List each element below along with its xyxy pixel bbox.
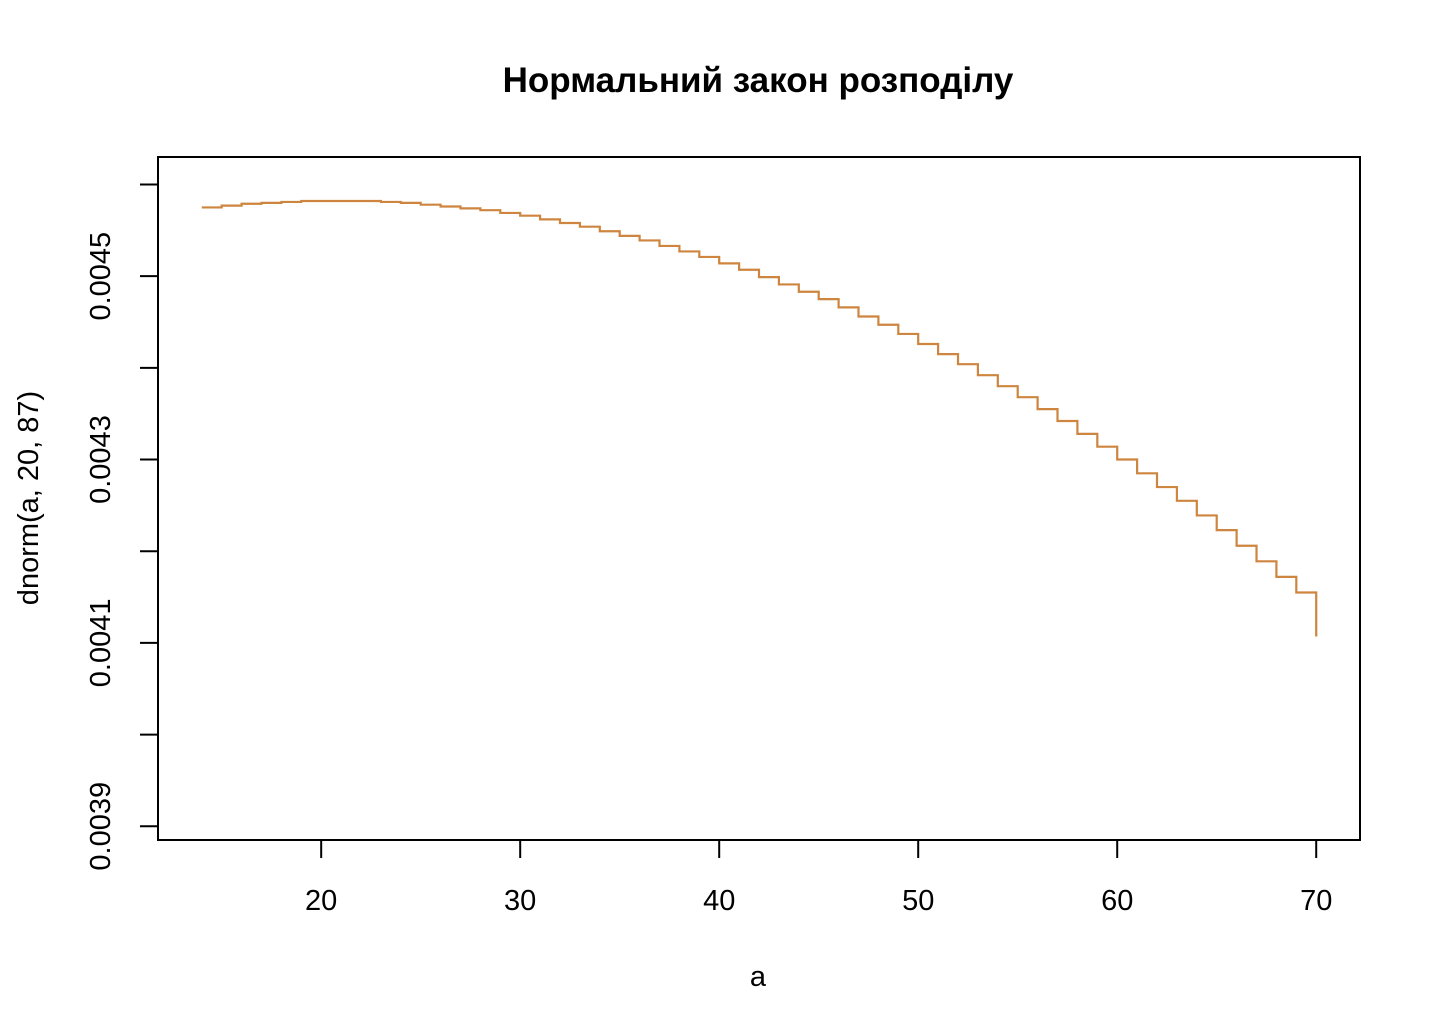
y-axis-label: dnorm(a, 20, 87) [13,391,45,605]
y-tick-label: 0.0041 [85,599,117,688]
y-axis: 0.0039 0.0041 0.0043 0.0045 [85,183,159,871]
x-tick-label: 50 [902,885,934,917]
x-tick-label: 30 [504,885,536,917]
y-tick-label: 0.0039 [85,782,117,871]
plot-frame [157,156,1361,841]
x-tick-label: 70 [1300,885,1332,917]
series-layer [201,199,1318,637]
x-tick-label: 40 [703,885,735,917]
y-tick-label: 0.0045 [85,232,117,321]
x-axis: 20 30 40 50 60 70 [305,839,1332,917]
x-tick-label: 60 [1101,885,1133,917]
y-tick-label: 0.0043 [85,415,117,504]
chart-title: Нормальний закон розподілу [503,61,1014,100]
x-axis-label: a [750,961,767,993]
series-line [201,199,1318,637]
x-tick-label: 20 [305,885,337,917]
